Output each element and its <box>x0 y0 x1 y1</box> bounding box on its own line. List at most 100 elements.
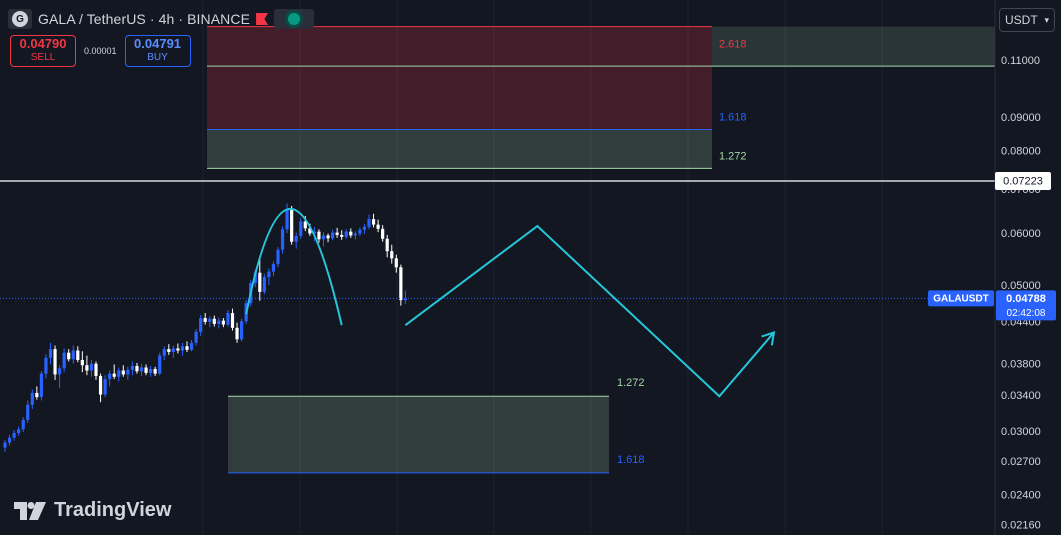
sell-label: SELL <box>30 52 56 63</box>
candle-body <box>126 369 130 375</box>
fib-level-label: 1.272 <box>719 150 747 162</box>
price-tick-label: 0.03800 <box>1001 358 1041 370</box>
fib-zone-upper-green <box>207 129 712 169</box>
candle-body <box>285 208 289 230</box>
candle-body <box>139 367 144 372</box>
market-status-button[interactable] <box>274 9 315 29</box>
fib-zone-lower <box>228 396 609 473</box>
candle-body <box>185 346 189 350</box>
candle-body <box>308 228 312 234</box>
candle-body <box>149 369 153 373</box>
symbol-title[interactable]: GALA / TetherUS · 4h · BINANCE <box>38 11 251 27</box>
buy-label: BUY <box>147 52 168 63</box>
sell-button[interactable]: 0.04790 SELL <box>10 35 76 67</box>
trade-buttons: 0.04790 SELL 0.00001 0.04791 BUY <box>10 35 191 67</box>
candle-body <box>299 221 303 236</box>
price-tick-label: 0.09000 <box>1001 112 1041 124</box>
candle-body <box>194 331 198 343</box>
candle-body <box>80 359 84 366</box>
candle-body <box>217 320 221 324</box>
candle-body <box>317 231 321 240</box>
gala-coin-icon: G <box>12 11 28 27</box>
candle-body <box>94 363 98 376</box>
candle-body <box>67 352 71 360</box>
price-tick-label: 0.08000 <box>1001 146 1041 158</box>
candle-body <box>403 298 407 301</box>
candle-body <box>48 349 53 358</box>
candle-body <box>385 238 389 252</box>
candle-body <box>144 367 148 373</box>
candle-body <box>167 349 171 352</box>
candle-body <box>230 313 235 328</box>
price-tick-label: 0.05000 <box>1001 280 1041 292</box>
currency-select[interactable]: USDT ▾ <box>999 8 1055 32</box>
price-tick-label: 0.02160 <box>1001 520 1041 532</box>
candle-body <box>235 327 239 340</box>
price-tick-label: 0.11000 <box>1001 55 1040 67</box>
candle-body <box>258 272 262 292</box>
horizontal-line-price-label: 0.07223 <box>1003 175 1043 187</box>
candle-body <box>371 219 376 225</box>
candle-body <box>390 251 394 259</box>
candle-body <box>240 321 244 340</box>
candle-body <box>98 375 103 395</box>
candle-body <box>312 231 316 234</box>
candle-body <box>17 429 21 433</box>
candle-body <box>203 318 207 322</box>
flag-icon[interactable] <box>256 13 269 25</box>
bar-countdown-label: 02:42:08 <box>1007 308 1046 319</box>
candle-body <box>340 234 344 237</box>
candle-body <box>7 437 12 443</box>
candle-body <box>153 369 157 374</box>
chart-grid <box>202 0 883 535</box>
candle-body <box>103 379 107 395</box>
candle-body <box>394 258 398 268</box>
candle-body <box>321 235 326 240</box>
projection-drawings[interactable] <box>245 207 776 398</box>
candle-body <box>176 348 180 351</box>
candle-body <box>71 350 75 360</box>
tradingview-logo-icon <box>14 501 46 520</box>
candle-body <box>344 231 348 237</box>
buy-price: 0.04791 <box>134 36 182 51</box>
candle-body <box>76 350 80 360</box>
currency-value: USDT <box>1005 13 1038 27</box>
candle-body <box>226 313 230 325</box>
candle-body <box>121 370 125 375</box>
candle-body <box>358 229 362 234</box>
candle-body <box>271 264 276 272</box>
candle-body <box>331 232 335 239</box>
symbol-logo-icon[interactable]: G <box>8 9 32 29</box>
candle-body <box>199 318 203 332</box>
buy-button[interactable]: 0.04791 BUY <box>124 35 191 67</box>
price-tick-label: 0.02400 <box>1001 490 1041 502</box>
candle-body <box>326 235 330 239</box>
candle-body <box>399 267 403 301</box>
fib-level-label: 2.618 <box>719 39 747 51</box>
projection-path[interactable] <box>404 224 775 398</box>
candle-body <box>89 363 94 371</box>
candle-body <box>267 271 271 278</box>
candle-body <box>12 432 16 438</box>
fib-zone-upper-red <box>207 26 712 130</box>
fib-level-label: 1.618 <box>617 454 645 466</box>
candle-body <box>353 233 357 236</box>
candle-body <box>30 392 34 405</box>
candle-body <box>349 231 353 236</box>
price-tick-label: 0.02700 <box>1001 456 1041 468</box>
projection-arc[interactable] <box>245 207 343 326</box>
symbol-badge <box>928 290 994 307</box>
tradingview-logo[interactable]: TradingView <box>14 499 171 522</box>
spread-value: 0.00001 <box>84 46 117 56</box>
price-axis[interactable]: 0.110000.090000.080000.070000.060000.050… <box>928 55 1056 532</box>
fibonacci-extension-zones[interactable]: 2.618 1.618 1.272 1.272 1.618 <box>0 26 995 474</box>
candle-body <box>189 342 194 350</box>
candle-body <box>303 221 307 229</box>
candle-body <box>108 373 112 380</box>
candle-body <box>26 404 30 420</box>
price-tick-label: 0.06000 <box>1001 228 1041 240</box>
candle-body <box>208 318 212 322</box>
market-open-dot-icon <box>288 13 301 25</box>
candle-body <box>21 419 25 430</box>
